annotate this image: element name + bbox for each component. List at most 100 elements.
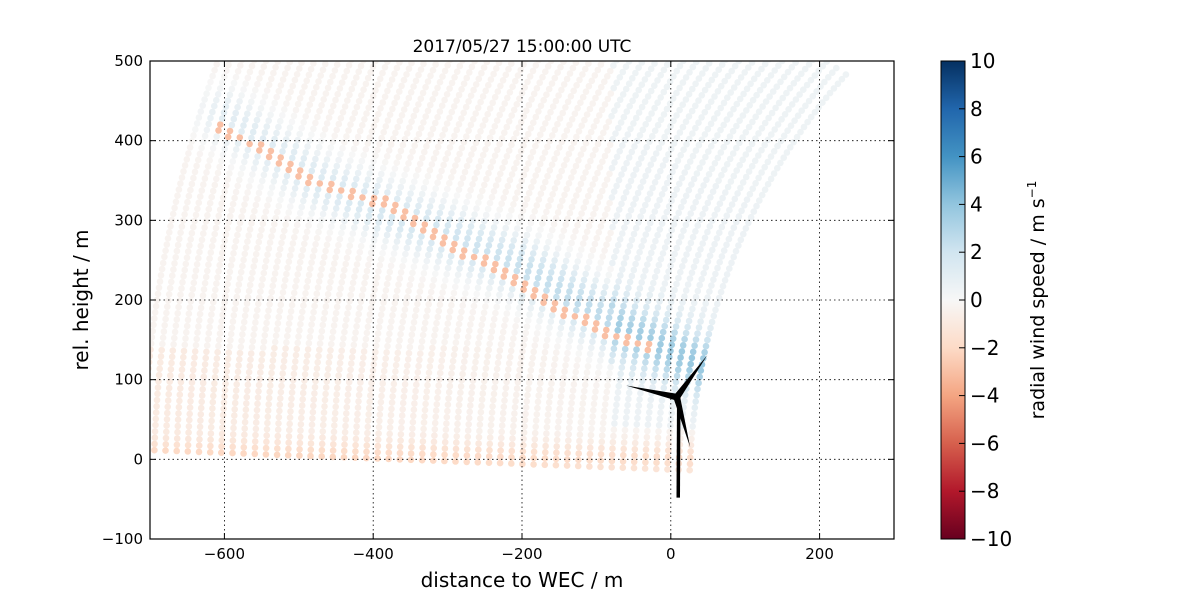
scan-point [332, 397, 340, 404]
scan-point [345, 163, 352, 170]
scan-point [332, 254, 339, 261]
scan-point [819, 99, 826, 106]
scan-point [441, 338, 448, 346]
scan-point [551, 74, 559, 82]
scan-point [218, 200, 225, 207]
scan-point [206, 199, 214, 207]
scan-point [555, 411, 563, 419]
scan-point [164, 403, 171, 411]
scan-point [175, 403, 183, 411]
scan-point [340, 454, 348, 461]
scan-point [548, 161, 556, 168]
scan-point [369, 367, 377, 374]
y-tick-label: 200 [114, 291, 143, 309]
scan-point [610, 432, 617, 440]
scan-point [614, 389, 622, 396]
scan-point [141, 415, 148, 422]
scan-point [599, 253, 606, 260]
scan-point [697, 246, 704, 253]
scan-point [346, 199, 353, 207]
scan-point [229, 437, 237, 444]
colorbar-tick-label: 8 [970, 97, 983, 121]
scan-point [473, 205, 480, 212]
scan-point [459, 370, 466, 378]
scan-point [588, 344, 595, 352]
scan-point [516, 304, 523, 312]
scan-point [396, 88, 403, 95]
scan-point [195, 323, 202, 330]
scan-point [477, 98, 484, 106]
scan-point [658, 397, 666, 404]
scan-point [186, 404, 194, 411]
scan-point [410, 220, 417, 228]
scan-point [489, 128, 496, 136]
scan-point [731, 195, 739, 203]
scan-point [392, 201, 399, 209]
scan-point [430, 191, 438, 198]
scan-point [197, 193, 204, 200]
scan-point [143, 390, 150, 397]
scan-point [508, 447, 516, 455]
scan-point [673, 67, 680, 75]
scan-point [537, 102, 545, 110]
scan-point [302, 364, 310, 372]
scan-point [761, 186, 769, 193]
scan-point [284, 332, 291, 340]
scan-point [244, 381, 252, 389]
scan-point [449, 204, 457, 211]
scan-point [205, 329, 213, 337]
scan-point [263, 426, 271, 433]
scan-point [589, 181, 596, 188]
scan-point [159, 334, 167, 342]
scan-point [549, 103, 557, 110]
scan-point [492, 378, 499, 385]
scan-point [732, 247, 740, 255]
chart-title: 2017/05/27 15:00:00 UTC [413, 37, 632, 57]
scan-point [238, 337, 245, 345]
scan-point [512, 77, 519, 85]
scan-point [568, 116, 576, 123]
scan-point [525, 385, 532, 393]
scan-point [562, 104, 569, 111]
scan-point [490, 396, 497, 404]
scan-point [287, 408, 294, 415]
scan-point [475, 199, 482, 206]
scan-point [531, 342, 539, 349]
scan-point [628, 236, 636, 244]
scan-point [742, 151, 750, 158]
scan-point [498, 236, 506, 244]
scan-point [790, 80, 798, 87]
scan-point [755, 174, 762, 182]
scan-point [229, 158, 237, 165]
scan-point [634, 291, 642, 298]
scan-point [699, 159, 706, 166]
scan-point [304, 107, 312, 114]
scan-point [353, 261, 361, 268]
scan-point [244, 189, 251, 196]
scan-point [440, 161, 447, 169]
scan-point [210, 298, 217, 306]
scan-point [774, 121, 782, 128]
scan-point [497, 441, 505, 448]
scan-point [241, 425, 248, 432]
scan-point [395, 281, 402, 288]
scan-point [155, 371, 163, 379]
scan-point [219, 151, 227, 159]
scan-point [517, 118, 525, 126]
scan-point [368, 373, 376, 381]
scan-point [533, 330, 541, 337]
scan-point [626, 102, 633, 110]
scan-point [582, 65, 589, 73]
scan-point [221, 386, 229, 394]
scan-point [585, 301, 593, 308]
scan-point [504, 304, 512, 311]
scan-point [537, 226, 544, 233]
scan-point [617, 370, 624, 378]
scan-point [413, 136, 421, 144]
scan-point [554, 209, 562, 216]
scan-point [201, 361, 209, 368]
scan-point [541, 149, 549, 156]
scan-point [458, 115, 465, 122]
scan-point [307, 446, 315, 454]
scan-point [190, 360, 198, 368]
